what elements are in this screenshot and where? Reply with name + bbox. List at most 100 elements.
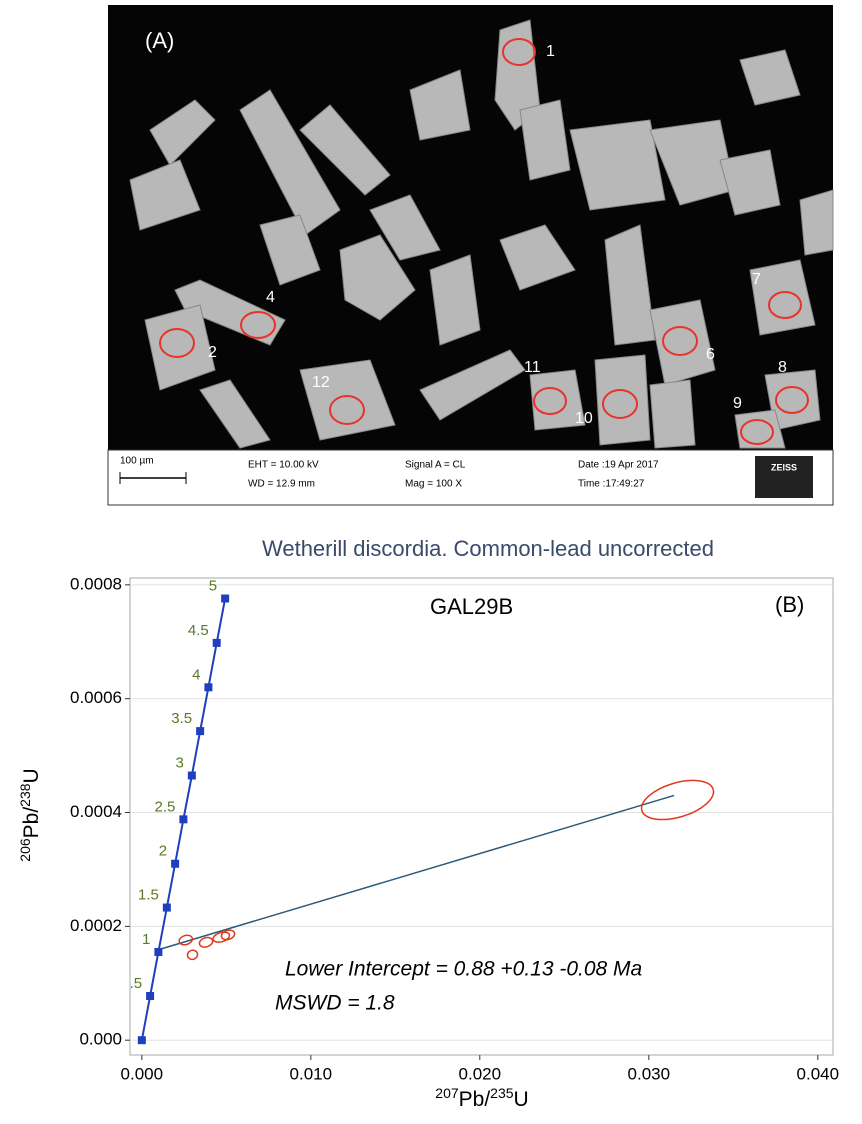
chart-title: Wetherill discordia. Common-lead uncorre… [262, 536, 714, 561]
y-tick-label: 0.0006 [70, 688, 122, 707]
sample-label: GAL29B [430, 594, 513, 619]
crystal [649, 299, 716, 386]
info-bar-background [107, 449, 834, 506]
spot-circle [159, 328, 195, 358]
age-label: 5 [209, 577, 217, 594]
spot-label: 9 [733, 395, 742, 412]
age-label: .5 [130, 975, 143, 992]
crystal [409, 69, 471, 141]
info-bar: 100 µm EHT = 10.00 kV WD = 12.9 mm Signa… [107, 449, 834, 506]
brand-label: ZEISS [771, 462, 797, 472]
spot-label: 2 [208, 344, 217, 361]
label-part: 207 [435, 1085, 459, 1101]
info-text: WD = 12.9 mm [248, 479, 315, 490]
panel-label: (B) [775, 592, 804, 617]
concordia-point [221, 594, 230, 603]
spot-circle [329, 395, 365, 425]
crystal [239, 89, 341, 236]
spot-circle [662, 326, 698, 356]
spot-label: 6 [706, 346, 715, 363]
error-ellipse [640, 779, 715, 821]
label-part: U [514, 1088, 529, 1111]
y-tick-label: 0.0008 [70, 574, 122, 593]
spot-circle [602, 389, 638, 419]
ylabel: 206Pb/238U [17, 768, 42, 861]
crystal [649, 379, 696, 449]
brand-box [755, 456, 813, 498]
spot-circles [159, 38, 809, 445]
crystal [149, 99, 216, 166]
y-tick-label: 0.000 [79, 1030, 122, 1049]
crystal [594, 354, 651, 446]
label-part: Pb/ [459, 1088, 491, 1111]
crystals [129, 19, 834, 449]
panel-label: (A) [145, 28, 174, 53]
y-tick-label: 0.0004 [70, 802, 122, 821]
x-tick-label: 0.040 [797, 1064, 840, 1083]
crystal [419, 349, 526, 421]
label-part: 238 [17, 783, 33, 807]
crystal [529, 369, 586, 431]
crystal [369, 194, 441, 261]
crystal [499, 224, 576, 291]
crystal [129, 159, 201, 231]
label-part: 235 [490, 1085, 514, 1101]
spot-circle [240, 311, 276, 339]
error-ellipse [186, 949, 199, 961]
concordia-point [154, 947, 163, 956]
error-ellipse [198, 936, 214, 948]
concordia-point [137, 1036, 146, 1045]
x-tick-label: 0.010 [290, 1064, 333, 1083]
spot-label: 12 [312, 374, 330, 391]
spot-label: 4 [266, 289, 275, 306]
spot-circle [740, 419, 774, 445]
crystal [299, 359, 396, 441]
crystal [799, 189, 834, 256]
age-label: 4.5 [188, 622, 209, 639]
spot-label: 7 [752, 271, 761, 288]
chart: Wetherill discordia. Common-lead uncorre… [129, 536, 834, 1056]
crystal [734, 409, 786, 449]
concordia-point [187, 771, 196, 780]
plot-frame [129, 577, 834, 1056]
info-text: Date :19 Apr 2017 [578, 460, 659, 471]
spot-circle [775, 386, 809, 414]
label-part: Pb/ [20, 807, 43, 839]
label-part: U [20, 768, 43, 783]
y-tick-label: 0.0002 [70, 916, 122, 935]
label-part: 206 [17, 838, 33, 862]
concordia-point [162, 903, 171, 912]
info-text: Mag = 100 X [405, 479, 462, 490]
age-label: 4 [192, 666, 200, 683]
discordia-line [160, 794, 675, 950]
spot-circle [768, 291, 802, 319]
info-text: EHT = 10.00 kV [248, 460, 319, 471]
crystal [604, 224, 656, 346]
crystal [519, 99, 571, 181]
age-label: 3 [176, 754, 184, 771]
crystal [174, 279, 286, 346]
crystal [144, 304, 216, 391]
concordia-point [171, 859, 180, 868]
crystal [749, 259, 816, 336]
cl-image: 1 2 4 6 7 8 9 10 11 12 (A) 100 µm EHT = … [107, 5, 834, 506]
age-label: 3.5 [171, 710, 192, 727]
error-ellipse [220, 929, 236, 941]
xlabel: 207Pb/235U [435, 1085, 528, 1110]
crystal [299, 104, 391, 196]
spot-circle [533, 387, 567, 415]
age-label: 2 [159, 843, 167, 860]
annotation: Lower Intercept = 0.88 +0.13 -0.08 Ma [285, 958, 642, 981]
spot-label: 11 [524, 359, 541, 376]
spot-label: 10 [575, 410, 593, 427]
concordia-point [196, 727, 205, 736]
concordia-point [204, 683, 213, 692]
crystal [569, 119, 666, 211]
info-text: Time :17:49:27 [578, 479, 645, 490]
spot-label: 1 [546, 43, 555, 60]
crystal [339, 234, 416, 321]
crystal [739, 49, 801, 106]
x-tick-label: 0.030 [628, 1064, 671, 1083]
crystal [259, 214, 321, 286]
